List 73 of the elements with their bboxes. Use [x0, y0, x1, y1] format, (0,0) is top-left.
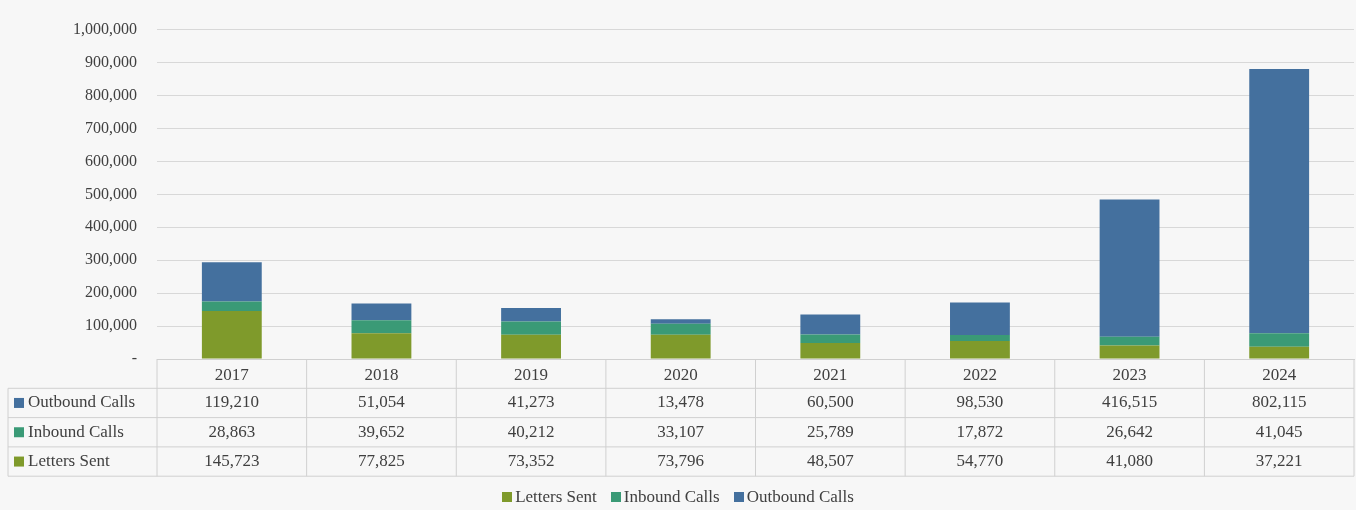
data-label: 416,515 [1101, 392, 1158, 412]
x-tick-label: 2023 [1112, 364, 1147, 384]
bar [1249, 333, 1310, 347]
data-label: 28,863 [208, 421, 256, 441]
x-tick-label: 2022 [962, 364, 997, 384]
data-label: 119,210 [204, 392, 260, 412]
bar [351, 303, 412, 321]
bar [501, 308, 561, 322]
data-label: 54,770 [956, 451, 1004, 471]
bar [950, 340, 1010, 359]
data-label: 25,789 [806, 421, 854, 441]
bar [650, 334, 711, 359]
y-tick-label: 1,000,000 [73, 19, 137, 37]
x-tick-label: 2024 [1262, 364, 1297, 384]
bar [800, 343, 861, 359]
bar [1249, 69, 1310, 334]
y-tick-label: 800,000 [85, 85, 137, 103]
data-label: 48,507 [806, 451, 855, 471]
data-label: 39,652 [358, 421, 405, 441]
data-label: 37,221 [1255, 451, 1303, 471]
data-label: 73,796 [657, 451, 705, 471]
bar [501, 334, 561, 359]
x-tick-label: 2020 [663, 364, 698, 384]
x-tick-label: 2021 [813, 364, 848, 384]
bar [650, 323, 711, 335]
legend-label: Outbound Calls [28, 392, 136, 412]
bar [351, 333, 412, 359]
legend-label: Letters Sent [515, 487, 597, 507]
y-tick-label: 100,000 [85, 316, 137, 334]
bar [351, 320, 412, 334]
bar [201, 311, 262, 359]
bar [800, 334, 861, 344]
text: Inbound Calls [623, 487, 720, 506]
text: Outbound Calls [746, 487, 854, 506]
y-tick-label: 300,000 [85, 250, 137, 268]
y-tick-label: - [131, 349, 137, 367]
bar [1099, 345, 1160, 359]
data-label: 41,080 [1106, 451, 1153, 471]
x-tick-label: 2019 [514, 364, 549, 384]
x-tick-label: 2017 [214, 364, 250, 384]
data-label: 802,115 [1251, 392, 1307, 412]
legend-label: Inbound Calls [28, 421, 124, 441]
data-label: 145,723 [204, 451, 260, 471]
data-label: 13,478 [657, 392, 705, 412]
bar [1099, 199, 1160, 337]
bar [950, 335, 1010, 341]
y-tick-label: 600,000 [85, 151, 137, 169]
y-tick-label: 900,000 [85, 52, 137, 70]
data-label: 41,273 [507, 392, 555, 412]
bar [1249, 346, 1310, 359]
x-tick-label: 2018 [364, 364, 399, 384]
data-label: 41,045 [1255, 421, 1303, 441]
bar [1099, 336, 1160, 346]
bar [201, 262, 262, 302]
bar [501, 321, 561, 335]
data-label: 40,212 [507, 421, 555, 441]
bar [800, 314, 861, 335]
data-label: 73,352 [507, 451, 555, 471]
y-tick-label: 400,000 [85, 217, 137, 235]
data-label: 26,642 [1106, 421, 1153, 441]
y-tick-label: 500,000 [85, 184, 137, 202]
data-label: 60,500 [806, 392, 854, 412]
data-label: 98,530 [956, 392, 1004, 412]
bar [201, 301, 262, 311]
data-label: 17,872 [956, 421, 1004, 441]
bar [650, 319, 711, 324]
y-tick-label: 200,000 [85, 283, 137, 301]
y-tick-label: 700,000 [85, 118, 137, 136]
data-label: 33,107 [657, 421, 705, 441]
data-label: 77,825 [358, 451, 405, 471]
text: Letters Sent [28, 451, 110, 471]
bar [950, 302, 1010, 336]
data-label: 51,054 [358, 392, 406, 412]
